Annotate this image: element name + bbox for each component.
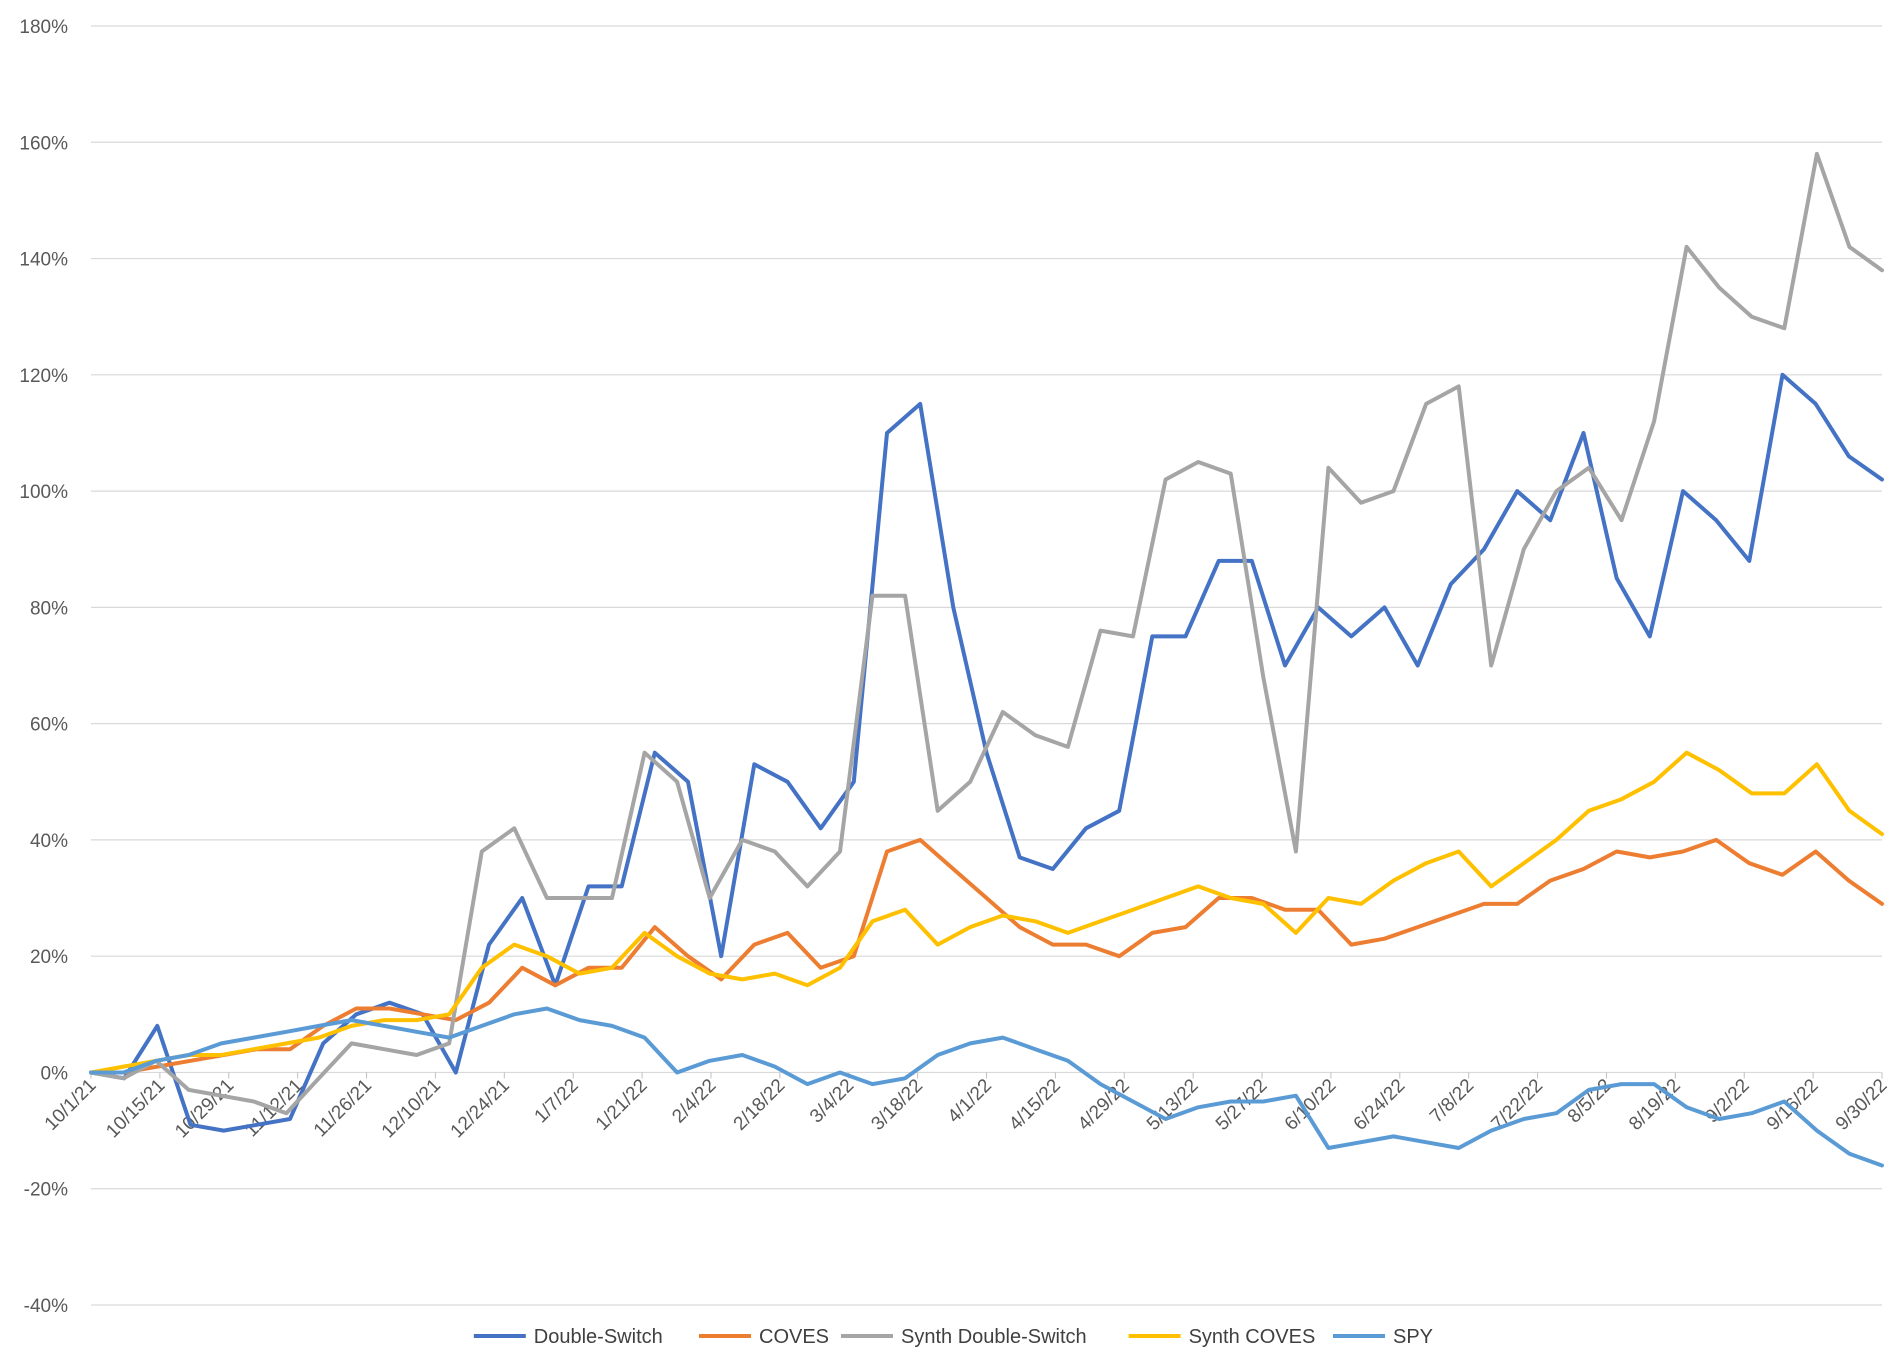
- series-line-synth-coves: [89, 750, 1884, 1075]
- legend-label-double-switch: Double-Switch: [534, 1326, 663, 1348]
- y-axis-ticks: -40% -20% 0% 20% 40% 60% 80% 100% 120% 140% 160% 18…: [19, 17, 68, 1317]
- series-line-synth-double-switch: [89, 151, 1884, 1116]
- legend-label-spy: SPY: [1393, 1326, 1433, 1348]
- x-tick-label: 11/26/21: [310, 1075, 376, 1141]
- legend: Double-Switch COVES Synth Double-Switch Syn…: [473, 1326, 1433, 1348]
- legend-label-synth-coves: Synth COVES: [1189, 1326, 1316, 1348]
- y-tick-label: 180%: [19, 17, 68, 38]
- x-tick-label: 2/18/22: [730, 1075, 790, 1135]
- series-line-spy: [89, 1006, 1884, 1168]
- x-tick-label: 7/22/22: [1487, 1075, 1547, 1135]
- x-tick-label: 2/4/22: [668, 1075, 720, 1127]
- x-tick-label: 9/30/22: [1832, 1075, 1892, 1135]
- y-tick-label: 140%: [19, 250, 68, 271]
- series-line-double-switch: [89, 372, 1884, 1133]
- series-line-coves: [89, 837, 1884, 1075]
- y-tick-label: 60%: [30, 715, 68, 736]
- series-lines: [89, 151, 1884, 1168]
- y-tick-label: -20%: [24, 1180, 68, 1201]
- y-tick-label: 100%: [19, 482, 68, 503]
- y-tick-label: 20%: [30, 947, 68, 968]
- x-tick-label: 12/10/21: [378, 1075, 445, 1142]
- x-tick-label: 5/13/22: [1143, 1075, 1203, 1135]
- y-tick-label: 80%: [30, 598, 68, 619]
- x-tick-label: 6/10/22: [1281, 1075, 1341, 1135]
- x-axis-ticks: 10/1/21 10/15/21 10/29/21 11/12/21 11/26/21 1…: [41, 1072, 1892, 1142]
- y-tick-label: -40%: [24, 1296, 68, 1317]
- x-tick-label: 7/8/22: [1426, 1075, 1478, 1127]
- x-tick-label: 6/24/22: [1350, 1075, 1410, 1135]
- x-tick-label: 12/24/21: [447, 1075, 514, 1142]
- legend-label-coves: COVES: [759, 1326, 829, 1348]
- x-tick-label: 1/21/22: [592, 1075, 652, 1135]
- x-tick-label: 1/7/22: [531, 1075, 583, 1127]
- x-tick-label: 4/15/22: [1005, 1075, 1065, 1135]
- x-tick-label: 10/15/21: [102, 1075, 169, 1142]
- y-tick-label: 40%: [30, 831, 68, 852]
- y-tick-label: 160%: [19, 133, 68, 154]
- y-tick-label: 0%: [41, 1063, 69, 1084]
- gridlines: [91, 25, 1882, 1306]
- x-tick-label: 4/1/22: [944, 1075, 996, 1127]
- legend-label-synth-double-switch: Synth Double-Switch: [901, 1326, 1087, 1348]
- y-tick-label: 120%: [19, 366, 68, 387]
